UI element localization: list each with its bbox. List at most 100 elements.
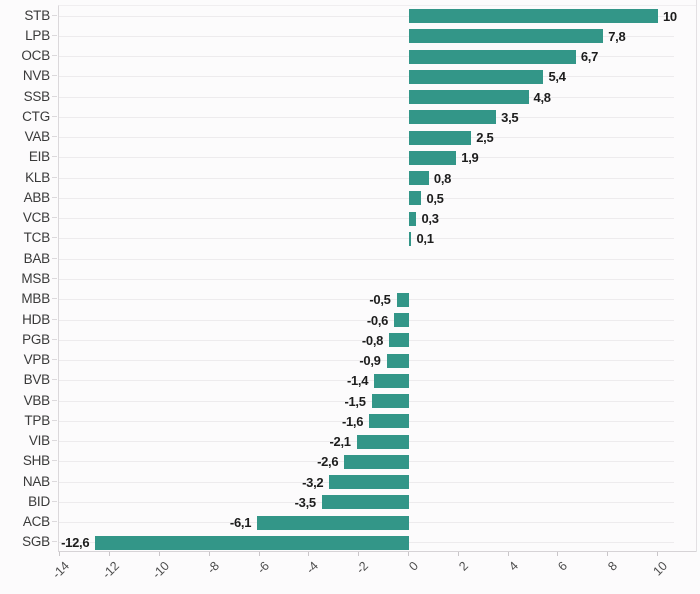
y-axis-tick-mark — [52, 399, 57, 401]
row-gridline — [59, 177, 674, 179]
x-axis-tick-mark — [607, 552, 609, 556]
category-label-eib: EIB — [28, 149, 50, 165]
y-axis-tick-mark — [52, 115, 57, 117]
x-tick-label--12: -12 — [99, 559, 123, 582]
x-tick-label-0: 0 — [406, 559, 421, 574]
y-axis-tick-mark — [52, 379, 57, 381]
category-label-sgb: SGB — [22, 534, 50, 550]
value-label-hdb: -0,6 — [366, 312, 389, 328]
y-axis-tick-mark — [52, 14, 57, 16]
x-tick-label--14: -14 — [50, 559, 73, 582]
row-gridline — [59, 299, 674, 301]
value-label-ctg: 3,5 — [501, 109, 519, 125]
row-gridline — [59, 116, 674, 118]
x-tick-label--8: -8 — [204, 559, 222, 577]
y-axis-tick-mark — [52, 338, 57, 340]
category-label-mbb: MBB — [21, 291, 50, 307]
row-gridline — [59, 76, 674, 78]
value-label-bvb: -1,4 — [346, 373, 369, 389]
y-axis-tick-mark — [52, 237, 57, 239]
category-label-vpb: VPB — [23, 352, 51, 368]
value-label-pgb: -0,8 — [361, 332, 384, 348]
bar-nab — [329, 475, 409, 490]
x-axis-tick-mark — [258, 552, 260, 556]
value-label-lpb: 7,8 — [608, 28, 626, 44]
bar-shb — [344, 454, 409, 469]
category-label-vcb: VCB — [22, 210, 50, 226]
value-label-mbb: -0,5 — [369, 292, 391, 308]
bar-pgb — [389, 333, 409, 348]
category-label-ctg: CTG — [22, 108, 50, 124]
bar-vcb — [409, 211, 417, 226]
category-label-vbb: VBB — [23, 392, 51, 408]
y-axis-tick-mark — [52, 156, 57, 158]
category-label-klb: KLB — [25, 169, 50, 185]
category-label-bvb: BVB — [23, 372, 51, 388]
value-label-vpb: -0,9 — [359, 353, 381, 369]
row-gridline — [59, 96, 674, 98]
y-axis-tick-mark — [52, 278, 57, 279]
category-label-bab: BAB — [23, 250, 51, 266]
y-axis-tick-mark — [52, 75, 57, 77]
value-label-eib: 1,9 — [461, 150, 479, 166]
bar-ocb — [409, 49, 576, 64]
value-label-vbb: -1,5 — [344, 393, 366, 409]
y-axis-tick-mark — [52, 55, 57, 57]
x-axis-tick-mark — [159, 552, 160, 556]
bar-tpb — [369, 414, 409, 429]
value-label-ssb: 4,8 — [533, 89, 551, 105]
y-axis-tick-mark — [52, 136, 57, 138]
category-label-msb: MSB — [21, 271, 50, 286]
chart-right-border — [696, 0, 697, 552]
value-label-ocb: 6,7 — [580, 49, 598, 65]
value-label-klb: 0,8 — [433, 170, 452, 186]
bar-vbb — [371, 394, 409, 409]
bar-acb — [257, 515, 409, 530]
category-label-bid: BID — [28, 493, 50, 509]
value-label-nvb: 5,4 — [548, 69, 566, 85]
plot-area: 10 7,8 6,7 5,4 4,8 3,5 2,5 1,9 0,8 0,5 0,3 0,1 -0,5 -… — [58, 5, 697, 552]
y-axis-tick-mark — [52, 176, 57, 178]
bar-ctg — [409, 110, 497, 125]
value-label-vib: -2,1 — [329, 434, 352, 450]
row-gridline — [59, 258, 674, 260]
bar-vib — [356, 434, 409, 449]
bar-hdb — [394, 313, 409, 328]
category-label-tpb: TPB — [24, 412, 50, 428]
bar-mbb — [396, 292, 409, 307]
category-label-nab: NAB — [22, 473, 50, 489]
x-axis-tick-mark — [59, 552, 61, 556]
row-gridline — [59, 339, 674, 341]
value-label-bid: -3,5 — [294, 494, 317, 510]
bar-sgb — [95, 535, 409, 550]
x-axis-tick-mark — [308, 552, 310, 556]
category-label-vib: VIB — [28, 433, 50, 449]
row-gridline — [59, 197, 674, 199]
x-axis-tick-mark — [657, 552, 658, 556]
row-gridline — [59, 279, 674, 280]
y-axis-tick-mark — [52, 419, 57, 421]
x-axis-tick-mark — [109, 552, 111, 556]
value-label-tcb: 0,1 — [416, 231, 434, 247]
x-tick-label-4: 4 — [505, 559, 521, 574]
row-gridline — [59, 420, 674, 422]
row-gridline — [59, 319, 674, 321]
x-tick-label--2: -2 — [353, 559, 372, 577]
y-axis-tick-mark — [52, 440, 57, 442]
row-gridline — [59, 400, 674, 402]
category-label-hdb: HDB — [22, 311, 50, 327]
x-tick-label-6: 6 — [555, 559, 571, 574]
x-tick-label-8: 8 — [605, 559, 621, 574]
value-label-stb: 10 — [663, 8, 677, 24]
x-axis-tick-mark — [507, 552, 509, 556]
category-label-abb: ABB — [23, 189, 51, 205]
value-label-sgb: -12,6 — [61, 535, 90, 551]
bar-ssb — [409, 90, 529, 105]
value-label-abb: 0,5 — [426, 190, 444, 206]
bar-stb — [409, 9, 658, 24]
category-label-nvb: NVB — [22, 68, 50, 84]
y-axis-tick-mark — [52, 521, 57, 523]
y-axis-tick-mark — [52, 359, 57, 361]
y-axis-tick-mark — [52, 318, 57, 320]
value-label-acb: -6,1 — [229, 515, 252, 531]
